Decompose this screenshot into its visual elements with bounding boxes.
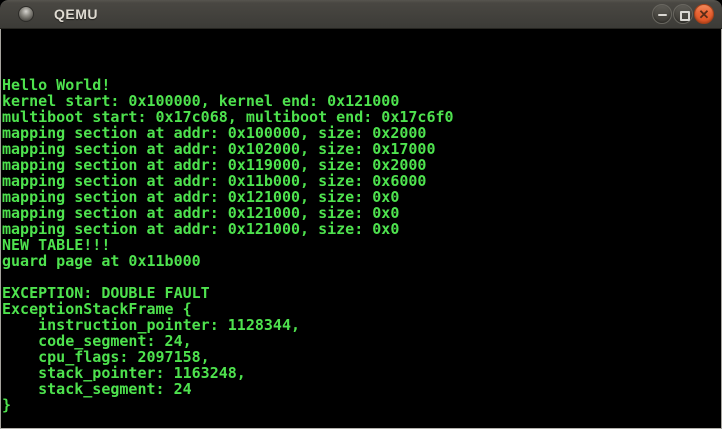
minimize-button[interactable] <box>652 4 672 24</box>
terminal-line: cpu_flags: 2097158, <box>2 348 210 366</box>
terminal-line: mapping section at addr: 0x102000, size:… <box>2 140 436 158</box>
terminal-line: stack_segment: 24 <box>2 380 192 398</box>
terminal-line: kernel start: 0x100000, kernel end: 0x12… <box>2 92 400 110</box>
terminal-line: code_segment: 24, <box>2 332 192 350</box>
terminal-screen[interactable]: Hello World! kernel start: 0x100000, kern… <box>0 29 722 429</box>
terminal-line: mapping section at addr: 0x11b000, size:… <box>2 172 427 190</box>
terminal-line <box>1 45 721 61</box>
close-button[interactable]: ✕ <box>694 4 714 24</box>
titlebar[interactable]: QEMU ✕ <box>0 0 722 29</box>
terminal-line: multiboot start: 0x17c068, multiboot end… <box>2 108 454 126</box>
maximize-icon <box>680 11 690 21</box>
terminal-line: ExceptionStackFrame { <box>2 300 192 318</box>
terminal-line: Hello World! <box>2 76 111 94</box>
terminal-line: mapping section at addr: 0x121000, size:… <box>2 220 400 238</box>
terminal-line <box>1 269 721 285</box>
window-controls: ✕ <box>652 4 714 24</box>
qemu-app-icon <box>18 6 34 22</box>
terminal-line <box>1 61 721 77</box>
terminal-line <box>1 29 721 45</box>
terminal-line: instruction_pointer: 1128344, <box>2 316 301 334</box>
terminal-line: mapping section at addr: 0x121000, size:… <box>2 188 400 206</box>
maximize-button[interactable] <box>673 4 693 24</box>
window-title: QEMU <box>54 6 98 22</box>
minimize-icon <box>658 14 667 16</box>
terminal-line: mapping section at addr: 0x121000, size:… <box>2 204 400 222</box>
terminal-line: EXCEPTION: DOUBLE FAULT <box>2 284 210 302</box>
terminal-line: NEW TABLE!!! <box>2 236 111 254</box>
close-icon: ✕ <box>698 7 710 22</box>
terminal-line: } <box>2 396 12 414</box>
terminal-line: mapping section at addr: 0x100000, size:… <box>2 124 427 142</box>
terminal-line <box>1 413 721 428</box>
terminal-line: mapping section at addr: 0x119000, size:… <box>2 156 427 174</box>
terminal-line: stack_pointer: 1163248, <box>2 364 246 382</box>
terminal-line: guard page at 0x11b000 <box>2 252 201 270</box>
